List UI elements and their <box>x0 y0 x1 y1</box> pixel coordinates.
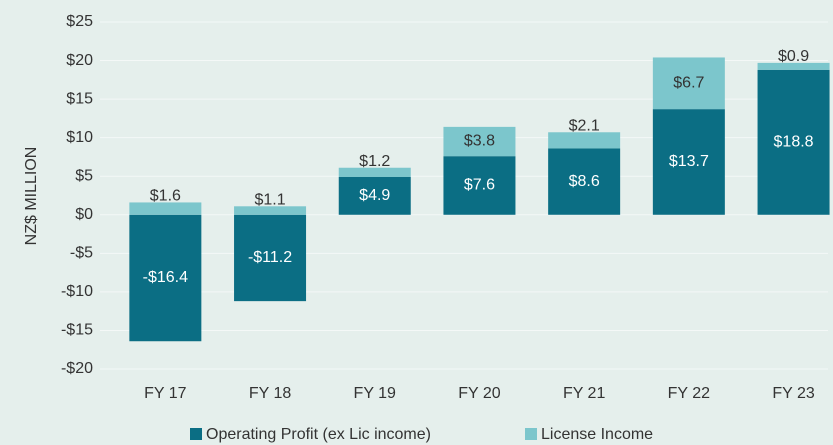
y-axis-label: NZ$ MILLION <box>23 147 40 246</box>
value-label: $7.6 <box>464 177 495 194</box>
y-tick-label: $15 <box>66 90 93 107</box>
value-label: -$11.2 <box>248 249 292 266</box>
value-label: $18.8 <box>774 134 814 151</box>
y-tick-label: -$5 <box>70 245 93 262</box>
y-tick-label: -$20 <box>61 360 93 377</box>
bar-segment <box>338 176 411 215</box>
value-label: -$16.4 <box>143 269 188 286</box>
value-label: $1.6 <box>150 188 181 205</box>
y-tick-label: $0 <box>75 206 93 223</box>
value-label: $3.8 <box>464 133 495 150</box>
x-tick-label: FY 21 <box>563 385 606 402</box>
bar-segment <box>757 62 830 70</box>
bar-segment <box>652 109 725 215</box>
value-label: $6.7 <box>673 75 704 92</box>
bar-segment <box>234 206 307 215</box>
value-label: $4.9 <box>359 187 390 204</box>
y-tick-label: $10 <box>66 129 93 146</box>
value-label: $8.6 <box>569 173 600 190</box>
value-label: $1.1 <box>254 192 285 209</box>
bar-segment <box>652 57 725 110</box>
value-label: $13.7 <box>669 153 709 170</box>
legend-swatch <box>525 428 537 440</box>
bar-segment <box>548 132 621 149</box>
x-tick-label: FY 23 <box>772 385 815 402</box>
x-tick-label: FY 22 <box>668 385 711 402</box>
bar-segment <box>757 69 830 215</box>
y-tick-label: $20 <box>66 52 93 69</box>
y-tick-label: -$15 <box>61 322 93 339</box>
bar-segment <box>548 148 621 215</box>
value-label: $2.1 <box>569 117 600 134</box>
x-tick-label: FY 19 <box>354 385 397 402</box>
bar-segment <box>443 156 516 215</box>
bar-segment <box>338 167 411 177</box>
value-label: $0.9 <box>778 48 809 65</box>
y-tick-label: $5 <box>75 167 93 184</box>
bar-segment <box>443 126 516 157</box>
legend-label: License Income <box>541 426 653 443</box>
value-label: $1.2 <box>359 153 390 170</box>
legend-swatch <box>190 428 202 440</box>
bar-segment <box>234 214 307 302</box>
bar-segment <box>129 202 202 215</box>
y-tick-label: $25 <box>66 13 93 30</box>
y-tick-label: -$10 <box>61 283 93 300</box>
x-tick-label: FY 18 <box>249 385 292 402</box>
x-tick-label: FY 17 <box>144 385 187 402</box>
legend-label: Operating Profit (ex Lic income) <box>206 426 431 443</box>
x-tick-label: FY 20 <box>458 385 501 402</box>
bar-segment <box>129 214 202 342</box>
